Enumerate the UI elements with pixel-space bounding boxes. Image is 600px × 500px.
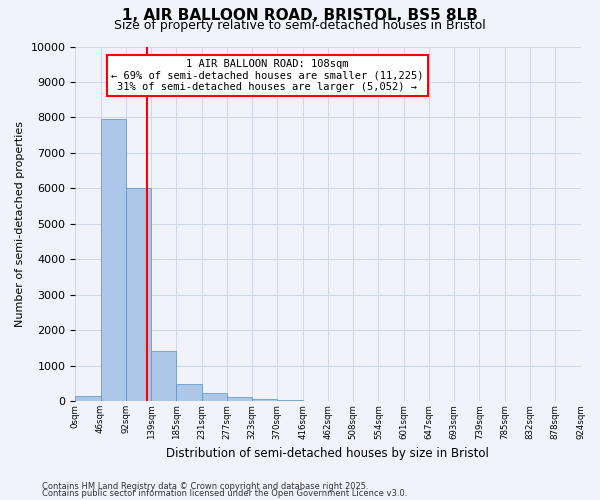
Text: 1, AIR BALLOON ROAD, BRISTOL, BS5 8LB: 1, AIR BALLOON ROAD, BRISTOL, BS5 8LB — [122, 8, 478, 22]
Bar — [176, 384, 202, 401]
X-axis label: Distribution of semi-detached houses by size in Bristol: Distribution of semi-detached houses by … — [166, 447, 490, 460]
Bar — [227, 397, 252, 401]
Bar — [126, 188, 151, 401]
Bar — [151, 350, 176, 401]
Text: Size of property relative to semi-detached houses in Bristol: Size of property relative to semi-detach… — [114, 19, 486, 32]
Text: Contains HM Land Registry data © Crown copyright and database right 2025.: Contains HM Land Registry data © Crown c… — [42, 482, 368, 491]
Bar — [252, 399, 277, 401]
Bar — [277, 400, 302, 401]
Bar — [101, 119, 126, 401]
Text: 1 AIR BALLOON ROAD: 108sqm
← 69% of semi-detached houses are smaller (11,225)
31: 1 AIR BALLOON ROAD: 108sqm ← 69% of semi… — [111, 59, 424, 92]
Y-axis label: Number of semi-detached properties: Number of semi-detached properties — [15, 121, 25, 327]
Text: Contains public sector information licensed under the Open Government Licence v3: Contains public sector information licen… — [42, 488, 407, 498]
Bar — [75, 396, 101, 401]
Bar — [202, 393, 227, 401]
